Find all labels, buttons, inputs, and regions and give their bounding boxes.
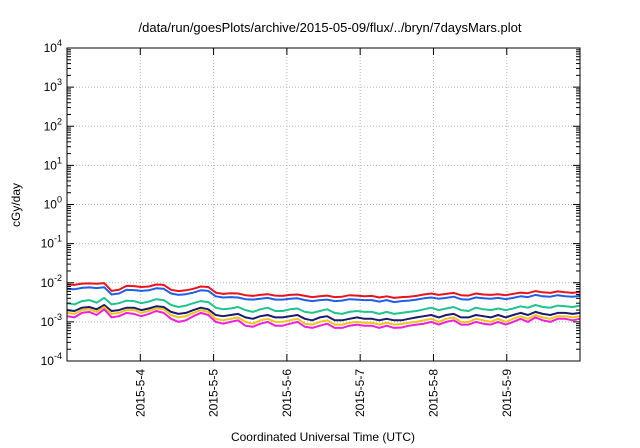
x-tick-label: 2015-5-9 <box>500 369 514 417</box>
series-line-3 <box>66 296 581 315</box>
y-tick-label: 10-2 <box>41 273 62 290</box>
y-tick-label: 10-4 <box>41 351 62 368</box>
tick-marks <box>67 47 580 362</box>
x-tick-label: 2015-5-8 <box>426 369 440 417</box>
x-tick-label: 2015-5-7 <box>353 369 367 417</box>
y-tick-label: 102 <box>44 116 62 133</box>
series-line-1 <box>66 282 581 299</box>
y-axis-label: cGy/day <box>9 183 23 227</box>
series-line-5 <box>66 306 581 326</box>
x-tick-label: 2015-5-6 <box>280 369 294 417</box>
series-line-2 <box>66 286 581 304</box>
chart-title: /data/run/goesPlots/archive/2015-05-09/f… <box>139 20 522 35</box>
y-tick-label: 104 <box>44 38 62 55</box>
x-axis-label: Coordinated Universal Time (UTC) <box>231 430 415 444</box>
y-tick-label: 103 <box>44 77 62 94</box>
y-tick-label: 10-3 <box>41 312 62 329</box>
x-tick-label: 2015-5-5 <box>207 369 221 417</box>
plot-frame <box>66 47 581 362</box>
x-tick-labels: 2015-5-4 2015-5-5 2015-5-6 2015-5-7 2015-5-8… <box>133 369 513 417</box>
series-line-6 <box>66 308 581 329</box>
y-tick-label: 10-1 <box>41 234 62 251</box>
y-tick-labels: 10-4 10-3 10-2 10-1 100 101 102 103 104 <box>41 38 62 368</box>
y-tick-label: 100 <box>44 195 62 212</box>
y-tick-label: 101 <box>44 155 62 172</box>
grid-lines <box>67 48 580 361</box>
series-group <box>66 282 581 329</box>
series-line-4 <box>66 304 581 322</box>
x-tick-label: 2015-5-4 <box>133 369 147 417</box>
